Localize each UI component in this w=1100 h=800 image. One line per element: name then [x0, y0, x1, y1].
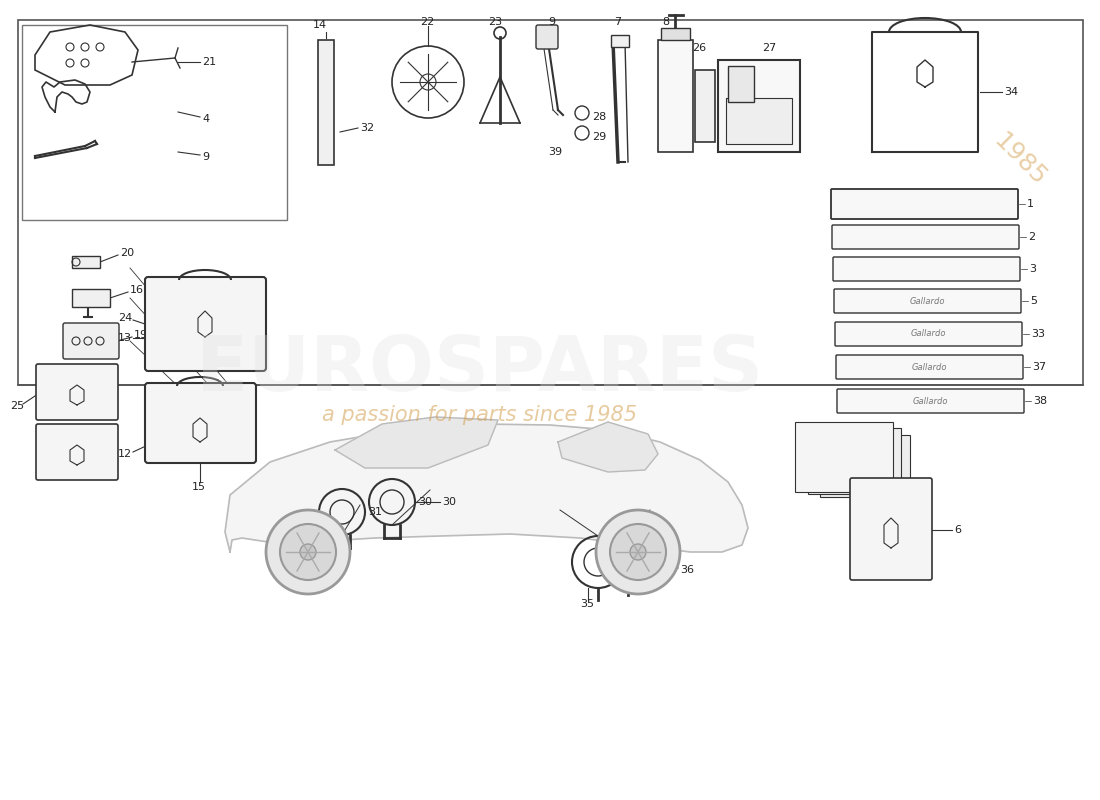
FancyBboxPatch shape: [835, 322, 1022, 346]
Bar: [610, 35, 629, 47]
Bar: [658, 40, 693, 152]
Text: 20: 20: [120, 248, 134, 258]
FancyBboxPatch shape: [63, 323, 119, 359]
Text: 29: 29: [592, 132, 606, 142]
Circle shape: [610, 524, 665, 580]
Bar: [808, 428, 901, 494]
Text: 24: 24: [118, 313, 132, 323]
Text: 5: 5: [1030, 296, 1037, 306]
FancyBboxPatch shape: [837, 389, 1024, 413]
Bar: [72, 289, 110, 307]
FancyBboxPatch shape: [850, 478, 932, 580]
Text: 17: 17: [884, 506, 898, 516]
Text: 12: 12: [118, 449, 132, 459]
Text: Gallardo: Gallardo: [912, 397, 948, 406]
Text: 39: 39: [548, 147, 562, 157]
Text: 31: 31: [336, 547, 349, 557]
Text: 1985: 1985: [989, 129, 1050, 191]
Polygon shape: [336, 417, 498, 468]
Text: 31: 31: [368, 507, 382, 517]
FancyBboxPatch shape: [832, 225, 1019, 249]
FancyBboxPatch shape: [834, 289, 1021, 313]
FancyBboxPatch shape: [36, 424, 118, 480]
Bar: [728, 66, 754, 102]
Text: 19: 19: [134, 330, 148, 340]
Polygon shape: [558, 422, 658, 472]
Text: 6: 6: [954, 525, 961, 535]
FancyBboxPatch shape: [145, 277, 266, 371]
Text: 32: 32: [360, 123, 374, 133]
Text: 33: 33: [1031, 329, 1045, 339]
Text: 4: 4: [202, 114, 209, 124]
Text: 2: 2: [1028, 232, 1035, 242]
Text: 9: 9: [548, 17, 556, 27]
Text: 27: 27: [762, 43, 777, 53]
Text: 37: 37: [1032, 362, 1046, 372]
Text: 13: 13: [118, 333, 132, 343]
FancyBboxPatch shape: [830, 189, 1018, 219]
Text: 26: 26: [692, 43, 706, 53]
Text: 30: 30: [418, 497, 432, 507]
Text: 34: 34: [1004, 87, 1019, 97]
FancyBboxPatch shape: [536, 25, 558, 49]
Text: Gallardo: Gallardo: [911, 362, 947, 371]
Circle shape: [266, 510, 350, 594]
Text: 36: 36: [680, 565, 694, 575]
Text: 38: 38: [1033, 396, 1047, 406]
Text: 15: 15: [192, 482, 206, 492]
Text: EUROSPARES: EUROSPARES: [197, 333, 763, 407]
Text: Gallardo: Gallardo: [910, 297, 945, 306]
Bar: [22, 25, 287, 220]
Text: 30: 30: [442, 497, 456, 507]
FancyBboxPatch shape: [36, 364, 118, 420]
Bar: [661, 28, 690, 40]
Text: 7: 7: [614, 17, 622, 27]
Circle shape: [596, 510, 680, 594]
Text: Gallardo: Gallardo: [908, 233, 943, 242]
Text: Gallardo: Gallardo: [909, 265, 944, 274]
Bar: [726, 98, 792, 144]
Text: 25: 25: [10, 401, 24, 411]
Bar: [695, 70, 715, 142]
Circle shape: [280, 524, 336, 580]
Text: 8: 8: [662, 17, 670, 27]
Text: a passion for parts since 1985: a passion for parts since 1985: [322, 405, 638, 425]
FancyBboxPatch shape: [836, 355, 1023, 379]
Polygon shape: [226, 424, 748, 552]
Text: 28: 28: [592, 112, 606, 122]
Text: 3: 3: [1028, 264, 1036, 274]
Text: 9: 9: [202, 152, 209, 162]
Bar: [795, 422, 893, 492]
Text: Gallardo: Gallardo: [911, 330, 946, 338]
Text: 22: 22: [420, 17, 434, 27]
Bar: [718, 60, 800, 152]
Text: 23: 23: [488, 17, 502, 27]
Text: 1: 1: [1027, 199, 1034, 209]
Text: 35: 35: [580, 599, 594, 609]
FancyBboxPatch shape: [833, 257, 1020, 281]
Text: 16: 16: [130, 285, 144, 295]
Text: 21: 21: [202, 57, 216, 67]
FancyBboxPatch shape: [145, 383, 256, 463]
Bar: [820, 435, 910, 497]
Text: 14: 14: [312, 20, 327, 30]
Text: Gallardo: Gallardo: [906, 199, 942, 209]
Bar: [72, 256, 100, 268]
Circle shape: [300, 544, 316, 560]
Bar: [18, 20, 1083, 385]
Bar: [318, 40, 334, 165]
Circle shape: [630, 544, 646, 560]
